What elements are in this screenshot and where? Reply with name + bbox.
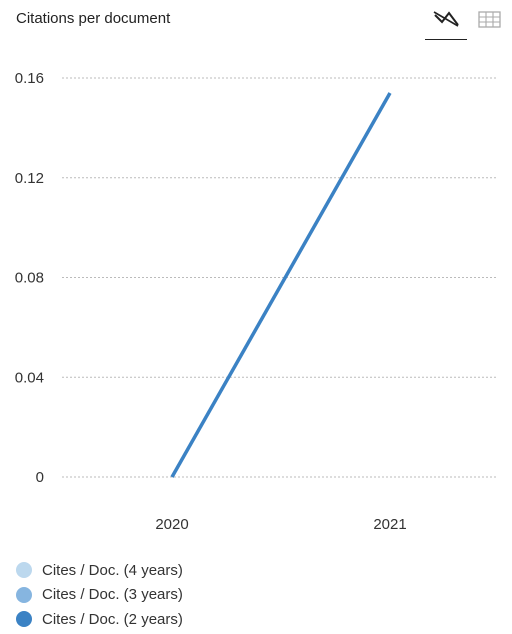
legend-label-2-years: Cites / Doc. (2 years): [42, 610, 183, 628]
series-lines: [170, 92, 392, 478]
line-view-toggle[interactable]: [425, 5, 467, 40]
y-axis-ticks: 0 0.04 0.08 0.12 0.16: [15, 70, 44, 486]
chart-header: Citations per document: [0, 0, 512, 44]
chart-legend: Cites / Doc. (4 years) Cites / Doc. (3 y…: [16, 558, 183, 632]
y-tick-label: 0: [36, 469, 44, 486]
grid-lines: [62, 77, 498, 478]
line-chart-icon: [433, 11, 459, 27]
line-chart: 0 0.04 0.08 0.12 0.16 2020 2021: [15, 70, 498, 533]
y-tick-label: 0.16: [15, 70, 44, 87]
y-tick-label: 0.12: [15, 170, 44, 187]
legend-label-4-years: Cites / Doc. (4 years): [42, 561, 183, 579]
legend-item-4-years[interactable]: Cites / Doc. (4 years): [16, 558, 183, 583]
table-grid-icon: [478, 11, 501, 28]
x-tick-label: 2020: [155, 516, 188, 533]
x-axis-ticks: 2020 2021: [155, 516, 406, 533]
series-line-2: [170, 92, 392, 478]
chart-title: Citations per document: [16, 10, 171, 27]
y-tick-label: 0.04: [15, 369, 44, 386]
legend-label-3-years: Cites / Doc. (3 years): [42, 586, 183, 604]
legend-swatch-4-years: [16, 562, 32, 579]
y-tick-label: 0.08: [15, 270, 44, 287]
legend-swatch-3-years: [16, 586, 32, 603]
legend-item-2-years[interactable]: Cites / Doc. (2 years): [16, 607, 183, 632]
legend-swatch-2-years: [16, 611, 32, 628]
legend-item-3-years[interactable]: Cites / Doc. (3 years): [16, 583, 183, 608]
table-view-toggle[interactable]: [472, 5, 506, 39]
x-tick-label: 2021: [373, 516, 406, 533]
